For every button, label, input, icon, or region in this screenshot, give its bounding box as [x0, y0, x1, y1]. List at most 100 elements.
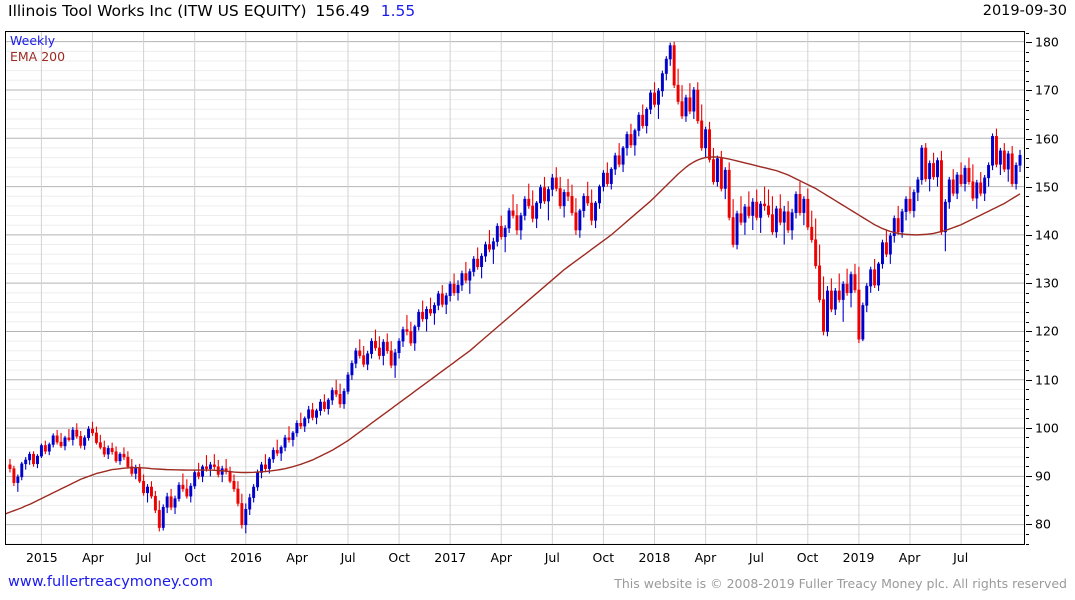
y-axis-tick-minor [1026, 360, 1029, 362]
y-axis-tick-minor [1026, 263, 1029, 265]
y-axis-tick-minor [1026, 350, 1029, 352]
chart-legend: Weekly EMA 200 [10, 33, 65, 64]
y-axis-tick-minor [1026, 514, 1029, 516]
y-axis-label: 110 [1035, 372, 1059, 388]
legend-item-ema: EMA 200 [10, 48, 66, 64]
y-axis-tick-minor [1026, 543, 1029, 545]
y-axis-tick-minor [1026, 71, 1029, 73]
y-axis-tick-major [1026, 186, 1032, 188]
y-axis-tick-minor [1026, 148, 1029, 150]
y-axis-tick-major [1026, 331, 1032, 333]
y-axis-tick-minor [1026, 533, 1029, 535]
y-axis-tick-minor [1026, 504, 1029, 506]
y-axis-tick-major [1026, 42, 1032, 44]
x-axis-label: Oct [388, 550, 410, 565]
y-axis-tick-minor [1026, 254, 1029, 256]
y-axis-tick-minor [1026, 447, 1029, 449]
y-axis-tick-minor [1026, 61, 1029, 63]
as-of-date: 2019-09-30 [982, 3, 1067, 19]
x-axis-label: Apr [286, 550, 308, 565]
x-axis-label: Apr [898, 550, 921, 565]
y-axis-tick-minor [1026, 466, 1029, 468]
y-axis-tick-major [1026, 379, 1032, 381]
x-axis: 2015 Apr Jul Oct 2016 Apr Jul Oct 2017 Apr Jul Oct 2… [5, 546, 1025, 570]
y-axis-tick-minor [1026, 196, 1029, 198]
y-axis-tick-minor [1026, 99, 1029, 101]
y-axis-tick-minor [1026, 167, 1029, 169]
site-url[interactable]: www.fullertreacymoney.com [8, 574, 213, 590]
copyright-notice: This website is © 2008-2019 Fuller Treac… [614, 576, 1067, 591]
y-axis-tick-major [1026, 476, 1032, 477]
y-axis-tick-minor [1026, 485, 1029, 487]
y-axis-label: 140 [1035, 227, 1059, 243]
last-price: 156.49 [315, 2, 370, 20]
y-axis-tick-minor [1026, 32, 1029, 34]
y-axis-tick-major [1026, 427, 1032, 429]
x-axis-label: 2017 [434, 550, 467, 565]
chart-footer: www.fullertreacymoney.com This website i… [0, 572, 1075, 600]
y-axis-tick-minor [1026, 408, 1029, 410]
y-axis-tick-minor [1026, 398, 1029, 400]
y-axis-label: 80 [1035, 516, 1051, 532]
x-axis-label: Jul [544, 550, 560, 565]
x-axis-label: Jul [136, 550, 152, 565]
x-axis-label: Apr [82, 550, 104, 565]
y-axis-label: 130 [1035, 275, 1059, 291]
chart-header: Illinois Tool Works Inc (ITW US EQUITY) … [0, 0, 1075, 26]
x-axis-label: Jul [748, 550, 765, 565]
y-axis-label: 90 [1035, 468, 1051, 484]
x-axis-label: Oct [592, 550, 615, 565]
x-axis-label: Jul [953, 550, 969, 565]
y-axis-tick-minor [1026, 312, 1029, 314]
y-axis-tick-minor [1026, 437, 1029, 439]
y-axis: 80 90 100 110 120 130 140 150 160 170 180 [1026, 31, 1075, 545]
y-axis-tick-minor [1026, 51, 1029, 53]
y-axis-label: 180 [1035, 34, 1059, 50]
x-axis-label: Apr [694, 550, 717, 565]
y-axis-label: 160 [1035, 131, 1059, 147]
y-axis-tick-minor [1026, 128, 1029, 130]
legend-item-period: Weekly [10, 33, 56, 48]
y-axis-tick-minor [1026, 292, 1029, 294]
x-axis-label: 2019 [842, 550, 875, 565]
y-axis-tick-minor [1026, 206, 1029, 208]
y-axis-tick-major [1026, 283, 1032, 285]
page-title: Illinois Tool Works Inc (ITW US EQUITY) … [8, 2, 415, 20]
y-axis-tick-minor [1026, 302, 1029, 304]
chart-series [6, 41, 1022, 534]
y-axis-tick-minor [1026, 456, 1029, 458]
y-axis-tick-minor [1026, 177, 1029, 179]
y-axis-tick-minor [1026, 215, 1029, 217]
y-axis-tick-minor [1026, 369, 1029, 371]
y-axis-label: 150 [1035, 179, 1059, 195]
y-axis-tick-minor [1026, 321, 1029, 323]
x-axis-label: 2016 [230, 550, 262, 565]
y-axis-tick-major [1026, 90, 1032, 92]
y-axis-label: 170 [1035, 82, 1059, 98]
x-axis-label: 2018 [638, 550, 671, 565]
y-axis-tick-major [1026, 524, 1032, 526]
y-axis-tick-major [1026, 234, 1032, 236]
x-axis-label: 2015 [25, 550, 58, 565]
y-axis-tick-minor [1026, 389, 1029, 391]
y-axis-tick-minor [1026, 273, 1029, 275]
y-axis-tick-minor [1026, 244, 1029, 246]
y-axis-label: 100 [1035, 420, 1059, 436]
instrument-ticker: (ITW US EQUITY) [177, 2, 307, 20]
y-axis-tick-minor [1026, 119, 1029, 121]
y-axis-tick-minor [1026, 109, 1029, 111]
instrument-name: Illinois Tool Works Inc [8, 2, 173, 20]
y-axis-tick-minor [1026, 495, 1029, 497]
x-axis-label: Oct [796, 550, 819, 565]
x-axis-label: Jul [340, 550, 356, 565]
y-axis-tick-minor [1026, 80, 1029, 82]
price-change: 1.55 [380, 2, 416, 20]
y-axis-label: 120 [1035, 323, 1059, 339]
x-axis-label: Oct [184, 550, 206, 565]
x-axis-label: Apr [490, 550, 513, 565]
y-axis-tick-minor [1026, 341, 1029, 343]
y-axis-tick-minor [1026, 157, 1029, 159]
y-axis-tick-major [1026, 138, 1032, 140]
chart-plot-area[interactable] [5, 31, 1025, 545]
